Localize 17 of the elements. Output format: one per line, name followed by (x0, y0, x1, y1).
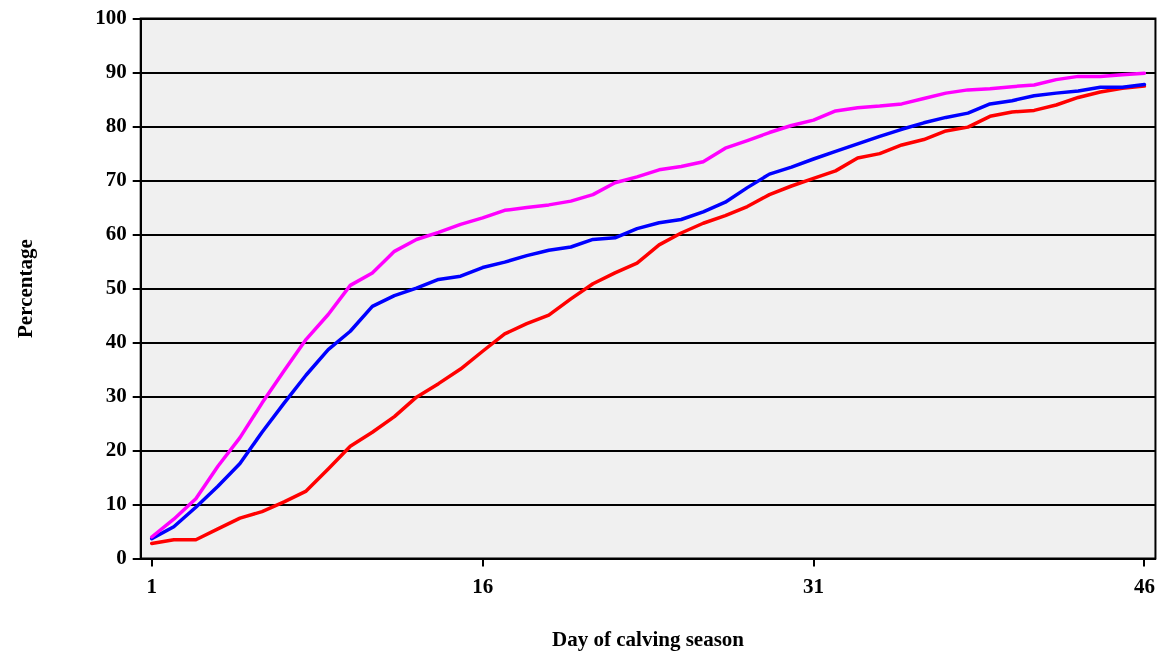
x-tick-label: 16 (472, 573, 494, 598)
y-tick-label: 80 (105, 113, 127, 138)
y-tick-label: 70 (105, 167, 127, 192)
x-tick-label: 31 (803, 573, 825, 598)
y-axis-title: Percentage (13, 239, 38, 338)
y-tick-label: 0 (116, 545, 127, 570)
x-axis-title: Day of calving season (552, 626, 745, 651)
y-tick-label: 20 (105, 437, 127, 462)
y-tick-label: 10 (105, 491, 127, 516)
x-tick-label: 1 (146, 573, 157, 598)
x-tick-label: 46 (1133, 573, 1155, 598)
y-tick-label: 30 (105, 383, 127, 408)
y-tick-label: 50 (105, 275, 127, 300)
y-tick-label: 60 (105, 221, 127, 246)
y-tick-label: 90 (105, 59, 127, 84)
y-tick-label: 40 (105, 329, 127, 354)
y-tick-label: 100 (95, 5, 127, 30)
